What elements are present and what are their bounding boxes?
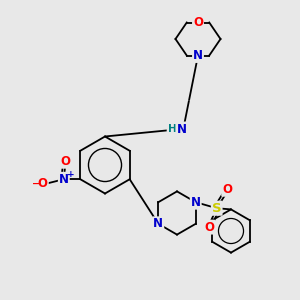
Text: O: O	[193, 16, 203, 29]
Text: +: +	[67, 170, 74, 179]
Text: O: O	[60, 155, 70, 168]
Text: S: S	[212, 202, 221, 215]
Text: N: N	[59, 173, 69, 186]
Text: O: O	[222, 183, 232, 196]
Text: N: N	[193, 49, 203, 62]
Text: N: N	[153, 217, 163, 230]
Text: −: −	[32, 179, 40, 189]
Text: N: N	[191, 196, 201, 209]
Text: N: N	[176, 122, 187, 136]
Text: O: O	[204, 220, 214, 234]
Text: H: H	[167, 124, 176, 134]
Text: O: O	[38, 177, 48, 190]
